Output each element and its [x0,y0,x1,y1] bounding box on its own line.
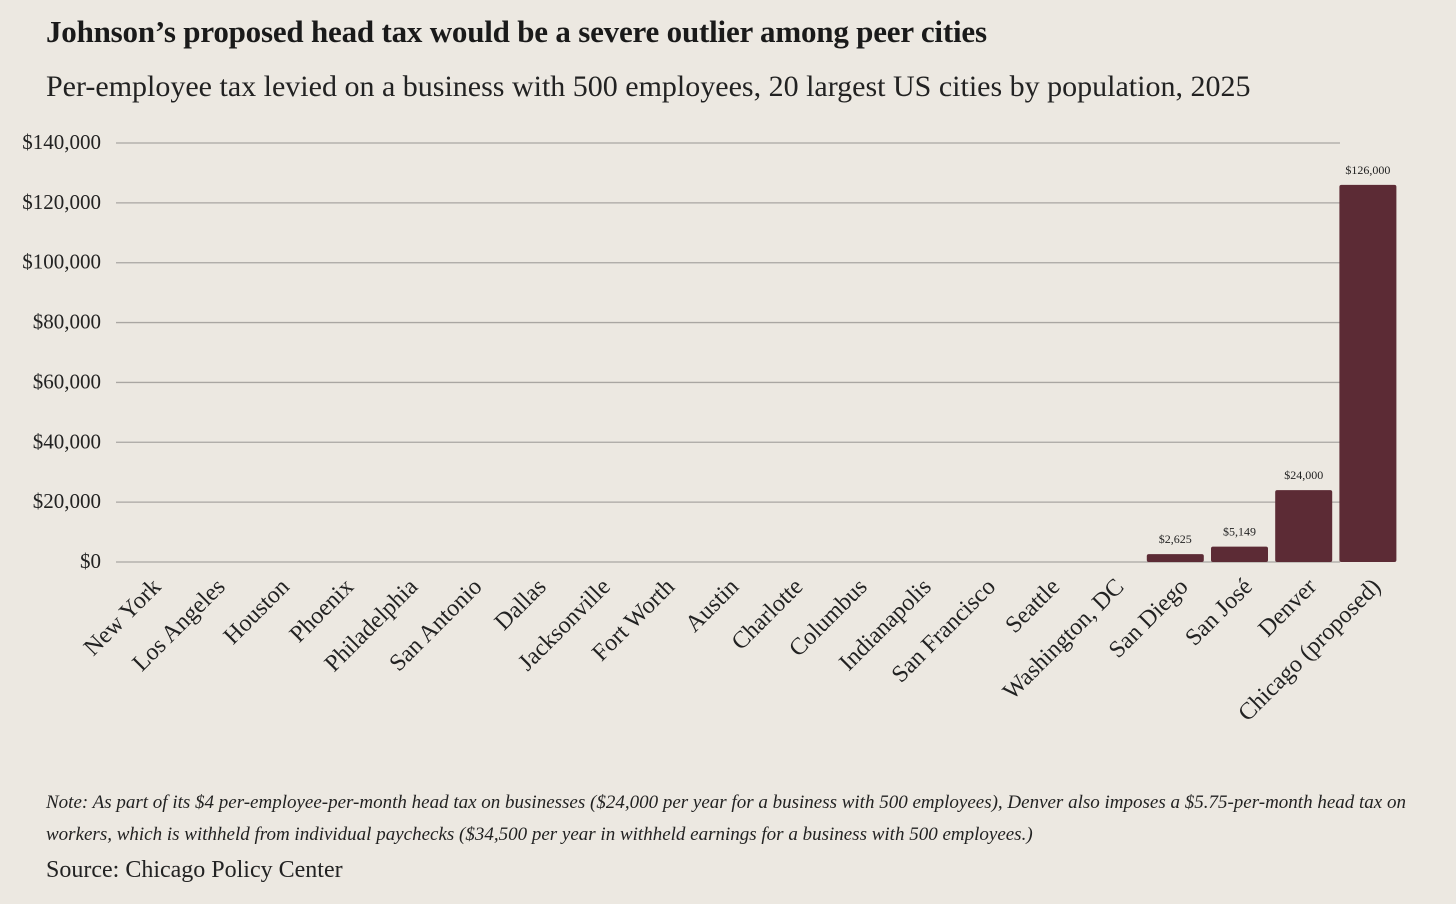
bar-chart: $0 $20,000 $40,000 $60,000 $80,000 $100,000 $1… [22,130,1397,727]
chart-subtitle: Per-employee tax levied on a business wi… [46,70,1251,103]
y-tick-label: $120,000 [22,190,101,214]
y-tick-label: $20,000 [33,489,101,513]
y-tick-label: $80,000 [33,310,101,334]
y-tick-label: $140,000 [22,130,101,154]
data-label: $5,149 [1223,525,1256,539]
y-tick-label: $0 [80,549,101,573]
y-tick-label: $100,000 [22,250,101,274]
data-label: $2,625 [1159,532,1192,546]
bar [1275,490,1333,562]
chart-note: Note: As part of its $4 per-employee-per… [46,792,1406,845]
chart-title: Johnson’s proposed head tax would be a s… [46,14,987,49]
data-labels: $2,625 $5,149 $24,000 $126,000 [1159,163,1391,546]
bars [1146,184,1397,562]
data-label: $24,000 [1284,468,1323,482]
y-axis-tick-labels: $0 $20,000 $40,000 $60,000 $80,000 $100,000 $1… [22,130,101,573]
bar [1146,554,1204,562]
bar [1211,546,1268,562]
x-tick-label: San José [1180,574,1257,651]
bar [1339,184,1397,562]
x-tick-label: Houston [219,574,295,650]
y-tick-label: $40,000 [33,429,101,453]
y-tick-label: $60,000 [33,369,101,393]
data-label: $126,000 [1345,163,1390,177]
chart-source: Source: Chicago Policy Center [46,857,343,883]
gridlines [116,142,1340,563]
x-tick-label: Dallas [490,574,552,636]
